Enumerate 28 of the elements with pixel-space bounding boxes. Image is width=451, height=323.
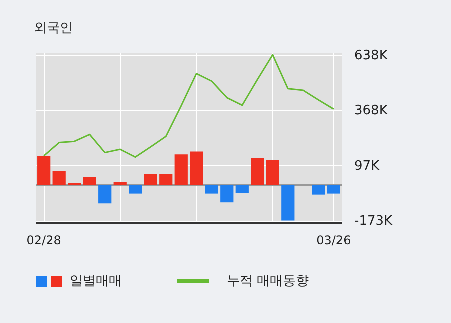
line-series (43, 54, 335, 158)
bar (312, 185, 326, 195)
bar (129, 185, 142, 194)
bar (144, 174, 158, 186)
bar (327, 185, 340, 194)
legend-label: 일별매매 (70, 273, 122, 290)
legend-label: 누적 매매동향 (227, 273, 310, 290)
bar (160, 174, 173, 186)
y-tick-label: 368K (354, 104, 388, 119)
bar (174, 154, 188, 186)
bar (83, 177, 96, 186)
bar (114, 182, 127, 186)
bar (251, 158, 264, 186)
y-tick-label: -173K (354, 214, 394, 230)
bar (282, 185, 295, 221)
bar (38, 156, 51, 186)
bar (52, 171, 66, 186)
bar (98, 185, 112, 204)
y-tick-label: 638K (354, 48, 388, 64)
chart-title: 외국인 (34, 21, 73, 36)
bar (190, 152, 204, 186)
bar (236, 185, 249, 194)
y-tick-label: 97K (354, 158, 380, 174)
x-tick-label: 02/28 (26, 234, 62, 248)
bar (220, 185, 234, 203)
bar (266, 160, 280, 186)
bar (205, 185, 218, 194)
x-tick-label: 03/26 (316, 234, 352, 248)
